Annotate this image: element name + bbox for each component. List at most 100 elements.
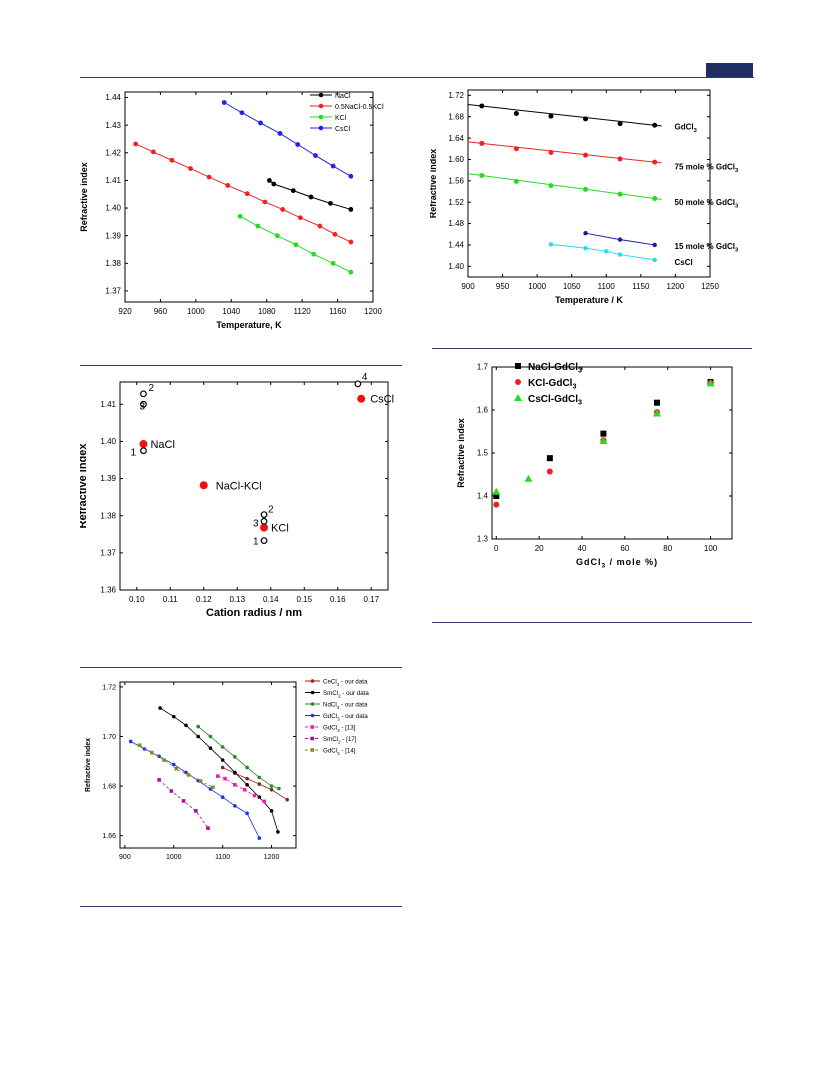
series-1-point <box>184 723 188 728</box>
series-0-point <box>652 122 658 128</box>
series-4-point <box>252 793 257 798</box>
legend-marker <box>318 125 324 131</box>
series-2-point <box>274 233 280 239</box>
x-tick-label: 950 <box>496 282 510 291</box>
filled-point <box>260 523 269 532</box>
legend-marker <box>310 736 315 741</box>
series-3-point <box>142 747 147 751</box>
series-4-point <box>652 257 657 263</box>
open-point-label: 3 <box>253 518 259 529</box>
series-3-point <box>258 120 263 126</box>
x-axis-label: Cation radius / nm <box>206 607 302 619</box>
y-tick-label: 1.38 <box>105 259 121 268</box>
series-2-line <box>467 173 662 200</box>
series-0-point <box>220 765 225 770</box>
legend-label: KCl <box>335 115 347 122</box>
x-tick-label: 1120 <box>294 307 312 316</box>
y-axis-label: Refractive index <box>85 738 92 792</box>
legend-label: 0.5NaCl-0.5KCl <box>335 104 384 111</box>
series-1-point <box>280 207 286 212</box>
series-2-point <box>599 436 608 444</box>
series-3-point <box>239 110 245 116</box>
series-0-point <box>600 430 607 437</box>
x-tick-label: 0.16 <box>330 595 346 604</box>
plot-frame <box>119 381 389 591</box>
series-4-point <box>262 799 267 804</box>
series-1-point <box>133 141 139 147</box>
series-2-point <box>330 260 336 266</box>
series-4-point <box>604 249 609 254</box>
series-1-point <box>158 706 162 710</box>
legend-label: GdCl3 - [13] <box>323 725 356 734</box>
x-tick-label: 0 <box>494 544 499 553</box>
x-tick-label: 900 <box>119 854 131 861</box>
open-point <box>140 447 147 455</box>
legend-marker <box>318 103 324 109</box>
x-tick-label: 60 <box>620 544 629 553</box>
x-tick-label: 0.11 <box>163 595 179 604</box>
series-4-point <box>548 242 554 247</box>
y-axis-label: Refractive index <box>456 418 466 488</box>
series-0-point <box>269 787 274 792</box>
series-2-point <box>220 745 225 749</box>
y-tick-label: 1.4 <box>477 492 489 501</box>
plot-frame <box>491 366 733 540</box>
legend-label: CsCl-GdCl3 <box>528 394 582 407</box>
series-2-point <box>293 242 299 248</box>
figure-rule <box>432 622 752 623</box>
series-1-point <box>188 166 193 171</box>
series-1-point <box>652 159 658 165</box>
series-1-point <box>493 501 500 508</box>
series-1-point <box>332 231 338 237</box>
x-tick-label: 1050 <box>563 282 581 291</box>
open-point-label: 4 <box>362 372 368 383</box>
series-3-point <box>277 131 283 136</box>
series-2-point <box>524 474 533 482</box>
series-3-line <box>223 102 352 177</box>
series-0-point <box>285 797 289 802</box>
legend-marker <box>514 394 522 401</box>
filled-point-label: KCl <box>271 523 289 535</box>
x-tick-label: 100 <box>704 544 718 553</box>
y-tick-label: 1.66 <box>102 833 116 840</box>
x-tick-label: 0.14 <box>263 595 279 604</box>
x-tick-label: 1250 <box>701 282 719 291</box>
legend-label: NdCl3 - our data <box>323 702 368 711</box>
plot-frame <box>119 681 297 849</box>
x-axis-label: Temperature / K <box>555 295 623 305</box>
series-3-point <box>128 739 133 744</box>
legend-marker <box>318 114 324 120</box>
x-tick-label: 1080 <box>258 307 276 316</box>
series-2-point <box>255 223 261 229</box>
series-annotation: 15 mole % GdCl3 <box>675 242 739 254</box>
series-1-point <box>150 149 156 155</box>
y-tick-label: 1.39 <box>100 474 116 483</box>
x-tick-label: 1000 <box>166 854 182 861</box>
series-1-point <box>348 239 354 245</box>
open-point <box>140 390 147 398</box>
figure-refractive-index-alkali-chlorides: 920 960 1000 1040 1080 1120 1160 1200 1.37 1.38 1.… <box>80 91 384 330</box>
series-3-point <box>583 230 588 236</box>
series-4-point <box>233 783 237 787</box>
series-annotation: 75 mole % GdCl3 <box>675 162 739 174</box>
series-1-point <box>513 146 519 152</box>
open-point-label: 1 <box>130 448 136 459</box>
series-1-point <box>546 468 553 475</box>
series-1-point <box>171 714 176 719</box>
series-3-line <box>130 741 260 839</box>
legend-marker <box>310 690 315 695</box>
series-6-point <box>186 773 191 777</box>
series-6-point <box>198 779 203 783</box>
series-2-point <box>245 765 249 770</box>
legend-marker <box>310 725 315 729</box>
series-0-point <box>290 188 296 194</box>
series-0-point <box>493 493 500 499</box>
x-tick-label: 1100 <box>598 282 616 291</box>
x-tick-label: 40 <box>578 544 587 553</box>
series-3-point <box>157 754 161 759</box>
legend-marker <box>318 92 324 98</box>
y-tick-label: 1.37 <box>100 549 116 558</box>
open-point <box>260 511 268 519</box>
x-tick-label: 1040 <box>222 307 240 316</box>
x-axis-label: GdCl3 / mole %) <box>576 557 658 570</box>
